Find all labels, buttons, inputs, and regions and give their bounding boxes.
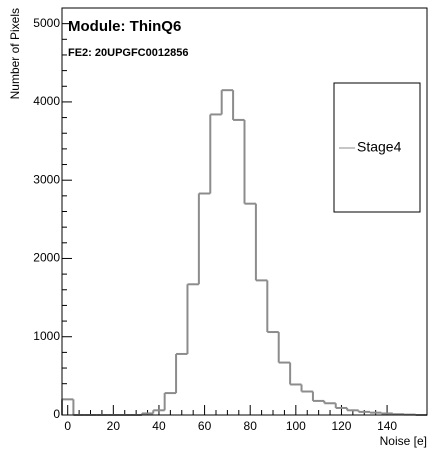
x-tick-label: 60 [198, 419, 212, 433]
x-axis-label: Noise [e] [380, 434, 427, 448]
x-tick-label: 100 [286, 419, 306, 433]
chart-subtitle: FE2: 20UPGFC0012856 [68, 47, 188, 59]
frame [61, 7, 428, 416]
x-tick-label: 0 [64, 419, 71, 433]
y-tick-label: 3000 [33, 172, 60, 186]
y-tick-label: 4000 [33, 94, 60, 108]
x-tick-label: 40 [152, 419, 166, 433]
y-tick-label: 5000 [33, 16, 60, 30]
x-tick-label: 20 [107, 419, 121, 433]
legend-label: Stage4 [357, 139, 402, 155]
x-tick-label: 140 [377, 419, 397, 433]
y-tick-label: 0 [53, 407, 60, 421]
x-tick-label: 80 [244, 419, 258, 433]
y-tick-label: 2000 [33, 251, 60, 265]
y-tick-label: 1000 [33, 329, 60, 343]
y-axis-label: Number of Pixels [8, 8, 22, 99]
chart-title: Module: ThinQ6 [68, 18, 181, 35]
x-tick-label: 120 [331, 419, 351, 433]
